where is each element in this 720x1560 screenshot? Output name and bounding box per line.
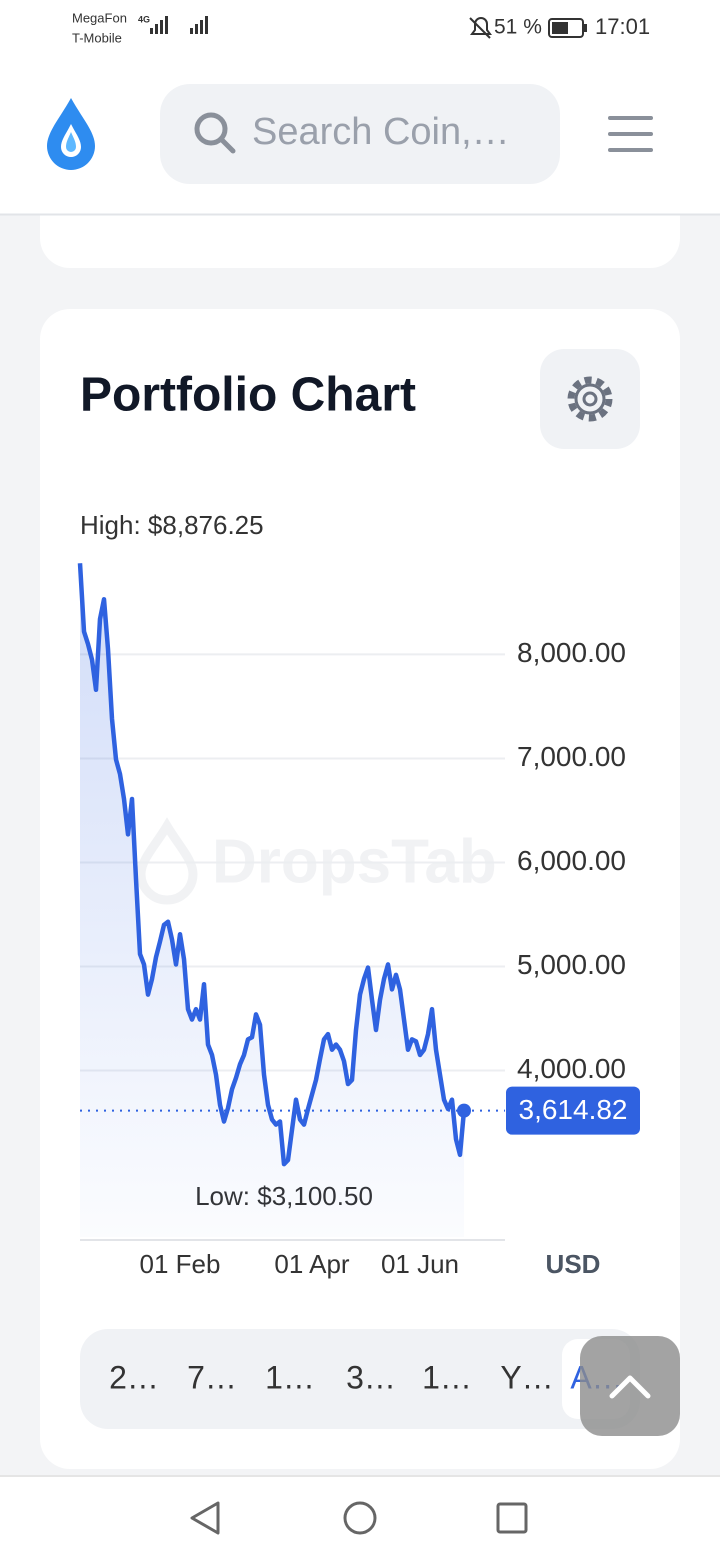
battery-level: 51 % [494,16,542,39]
last-point [457,1103,471,1118]
current-value: 3,614.82 [519,1094,628,1125]
range-tabs [80,1329,640,1429]
y-tick-label: 6,000.00 [517,845,626,876]
range-tab-group: 2…7…1…3…1…Y…A… [109,1359,624,1395]
range-tab[interactable]: 1… [422,1359,472,1395]
y-tick-label: 4,000.00 [517,1053,626,1084]
x-tick-label: 01 Jun [381,1249,459,1279]
line [77,563,467,1167]
search-icon [194,112,236,154]
menu-button[interactable] [608,116,653,152]
x-tick-label: 01 Apr [274,1249,350,1279]
range-tab[interactable]: 7… [187,1359,237,1395]
nav-back[interactable] [190,1501,220,1535]
y-tick-label: 5,000.00 [517,949,626,980]
scroll-top-button[interactable] [580,1336,680,1436]
high-label: High: $8,876.25 [80,510,264,540]
y-tick-label: 8,000.00 [517,637,626,668]
signal-icon [150,16,208,34]
chart: DropsTab4,000.005,000.006,000.007,000.00… [77,510,640,1279]
range-tab[interactable]: 1… [265,1359,315,1395]
nav-recents[interactable] [496,1502,528,1534]
nav-home[interactable] [343,1501,377,1535]
clock: 17:01 [595,14,650,39]
area [80,563,464,1237]
logo[interactable] [47,98,95,170]
battery-icon [548,18,587,38]
settings-button[interactable] [540,349,640,449]
mute-icon [469,17,492,39]
carrier: T-Mobile [72,30,122,45]
carrier: MegaFon [72,10,127,25]
nav-bar [0,1476,720,1560]
chevron-up [609,1375,651,1399]
current-badge [506,1086,640,1135]
range-tab[interactable]: 2… [109,1359,159,1395]
card-title: Portfolio Chart [80,369,416,422]
network: 4G [138,14,150,24]
currency[interactable]: USD [546,1249,601,1279]
search-placeholder: Search Coin,… [252,111,510,153]
x-tick-label: 01 Feb [140,1249,221,1279]
y-tick-label: 7,000.00 [517,741,626,772]
search-box[interactable] [160,84,560,184]
range-tab[interactable]: 3… [346,1359,396,1395]
gear-icon [567,376,613,422]
range-tab[interactable]: Y… [500,1359,553,1395]
